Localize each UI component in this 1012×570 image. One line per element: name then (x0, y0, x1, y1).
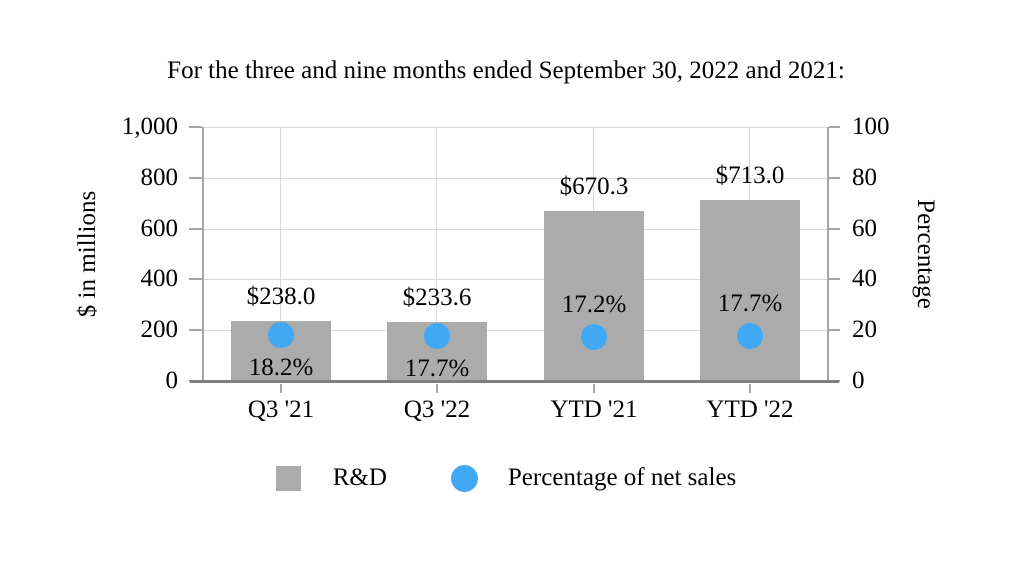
x-axis-label: YTD '22 (706, 396, 794, 423)
right-axis-tick (829, 228, 840, 230)
y2-axis-tick-label: 60 (852, 215, 877, 242)
bar-value-label: $233.6 (402, 284, 472, 311)
y-axis-tick-label: 600 (140, 215, 179, 242)
bar (700, 200, 800, 381)
bar-value-label: $713.0 (715, 162, 785, 189)
left-axis-tick (189, 126, 202, 128)
x-axis-label: Q3 '22 (403, 396, 471, 423)
y2-axis-tick-label: 100 (852, 113, 890, 140)
y2-axis-tick-label: 80 (852, 164, 877, 191)
right-axis-tick (829, 126, 840, 128)
y2-axis-tick-label: 0 (852, 367, 865, 394)
y2-axis-tick-label: 40 (852, 265, 877, 292)
right-axis-tick (829, 177, 840, 179)
y-axis-tick-label: 800 (140, 164, 179, 191)
x-axis-tick (280, 384, 282, 393)
x-axis-tick (749, 384, 751, 393)
bar-value-label: $670.3 (559, 173, 629, 200)
y2-axis-tick-label: 20 (852, 316, 877, 343)
right-axis-tick (829, 278, 840, 280)
gridline-horizontal (203, 127, 828, 128)
dot-value-label: 17.7% (404, 355, 470, 382)
legend-label-rd: R&D (332, 464, 387, 491)
gridline-vertical (280, 127, 281, 381)
legend-label-pct: Percentage of net sales (507, 464, 737, 491)
left-axis-tick (189, 177, 202, 179)
x-axis-line (190, 380, 839, 383)
data-dot (268, 322, 294, 348)
gridline-horizontal (203, 279, 828, 280)
legend-swatch-square (275, 465, 301, 491)
dot-value-label: 18.2% (248, 354, 314, 381)
left-axis-tick (189, 278, 202, 280)
x-axis-label: Q3 '21 (247, 396, 315, 423)
data-dot (737, 323, 763, 349)
x-axis-label: YTD '21 (550, 396, 638, 423)
legend-swatch-circle (450, 464, 478, 492)
y-axis-tick-label: 400 (140, 265, 179, 292)
bar (544, 211, 644, 381)
x-axis-tick (436, 384, 438, 393)
bar-value-label: $238.0 (246, 283, 316, 310)
left-axis-line (202, 127, 204, 381)
dot-value-label: 17.7% (717, 290, 783, 317)
right-axis-line (827, 127, 829, 381)
left-axis-tick (189, 228, 202, 230)
right-axis-tick (829, 329, 840, 331)
right-axis-title: Percentage (912, 199, 939, 309)
gridline-horizontal (203, 229, 828, 230)
gridline-vertical (436, 127, 437, 381)
legend: R&D Percentage of net sales (0, 452, 1012, 504)
dot-value-label: 17.2% (561, 291, 627, 318)
y-axis-tick-label: 1,000 (121, 113, 178, 140)
y-axis-tick-label: 200 (140, 316, 179, 343)
y-axis-tick-label: 0 (165, 367, 179, 394)
gridline-horizontal (203, 178, 828, 179)
x-axis-tick (593, 384, 595, 393)
left-axis-tick (189, 329, 202, 331)
data-dot (424, 323, 450, 349)
left-axis-title: $ in millions (74, 190, 101, 318)
gridline-horizontal (203, 330, 828, 331)
chart-title: For the three and nine months ended Sept… (167, 57, 845, 84)
plot-area: 0 200 400 600 800 1,000 0 20 40 60 80 100 Q3 '21 Q3 '… (122, 113, 890, 423)
data-dot (581, 324, 607, 350)
